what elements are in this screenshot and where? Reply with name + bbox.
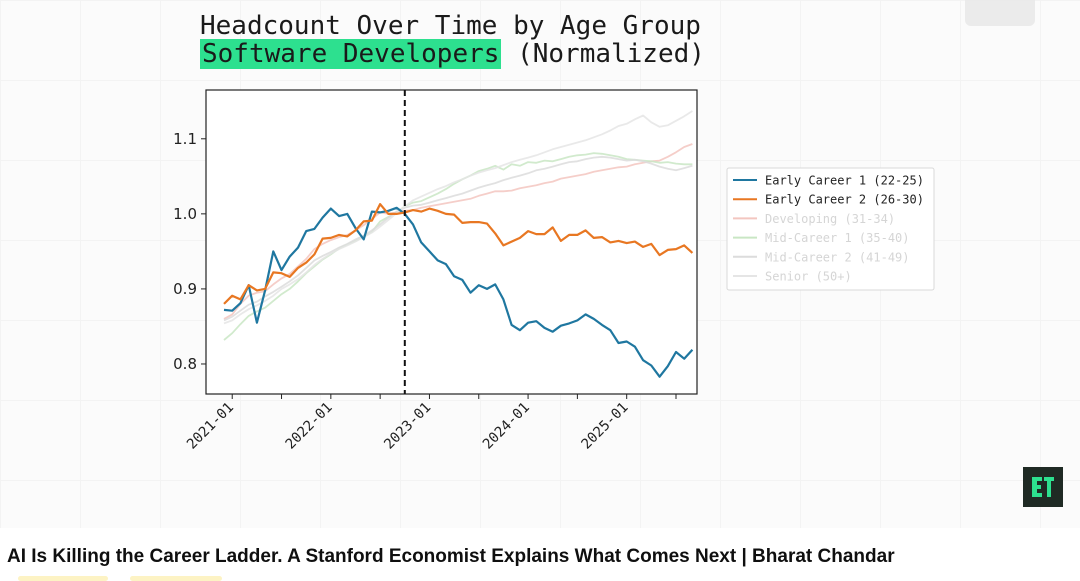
- video-player[interactable]: Headcount Over Time by Age Group Softwar…: [0, 0, 1080, 528]
- faint-logo-watermark: [965, 0, 1035, 26]
- chart-title-line1: Headcount Over Time by Age Group: [200, 11, 701, 41]
- chart-title-suffix: (Normalized): [501, 39, 705, 69]
- y-tick-label: 1.0: [173, 205, 197, 223]
- series-line: [223, 206, 694, 378]
- video-title[interactable]: AI Is Killing the Career Ladder. A Stanf…: [7, 546, 895, 567]
- series-line: [223, 155, 693, 322]
- chart-title: Headcount Over Time by Age Group Softwar…: [200, 11, 705, 69]
- chart-title-line2: Software Developers (Normalized): [200, 39, 705, 69]
- x-tick-label: 2023-01: [381, 400, 434, 453]
- legend-label: Developing (31-34): [765, 212, 895, 226]
- legend-label: Mid-Career 2 (41-49): [765, 250, 910, 264]
- chip-placeholder-2[interactable]: [130, 576, 222, 581]
- series-line: [223, 110, 693, 325]
- channel-logo-icon[interactable]: [1023, 467, 1063, 507]
- y-tick-label: 1.1: [173, 130, 197, 148]
- series-line: [223, 203, 694, 305]
- legend-label: Early Career 2 (26-30): [765, 193, 924, 207]
- legend-label: Mid-Career 1 (35-40): [765, 231, 910, 245]
- x-tick-label: 2024-01: [480, 400, 533, 453]
- y-tick-label: 0.8: [173, 355, 197, 373]
- legend-box: [726, 167, 935, 291]
- logo-glyph-icon: [1032, 477, 1054, 497]
- legend-label: Senior (50+): [765, 270, 852, 284]
- chip-placeholder-1[interactable]: [18, 576, 108, 581]
- y-tick-label: 0.9: [173, 280, 197, 298]
- chart-title-highlight: Software Developers: [200, 39, 502, 69]
- headcount-line-chart: 0.8 0.9 1.0 1.1 2021-01 2022-01 2023-01 2024-01…: [173, 89, 935, 453]
- series-line: [223, 143, 693, 320]
- x-tick-label: 2022-01: [283, 400, 336, 453]
- legend-label: Early Career 1 (22-25): [765, 174, 924, 188]
- x-tick-label: 2025-01: [578, 400, 631, 453]
- x-tick-label: 2021-01: [184, 400, 237, 453]
